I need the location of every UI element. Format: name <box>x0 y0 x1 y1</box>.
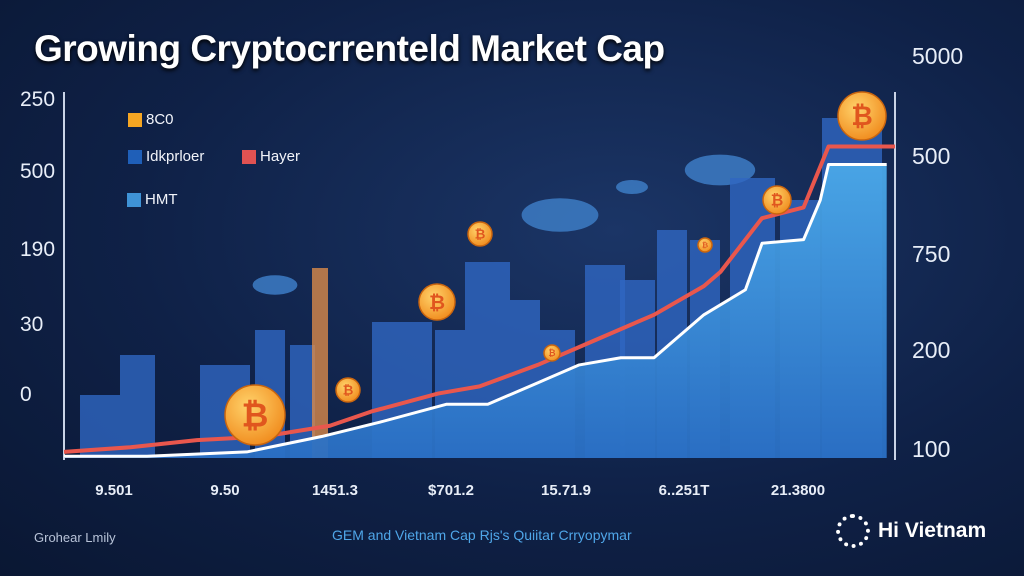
right-y-tick: 5000 <box>912 43 964 69</box>
right-y-tick: 200 <box>912 337 951 363</box>
legend-item: Idkprloer <box>128 148 204 165</box>
bitcoin-coin-icon <box>762 185 792 215</box>
cloud-icon <box>616 180 648 194</box>
brand-logo: Hi Vietnam <box>836 514 986 548</box>
skyline-building <box>312 268 328 458</box>
cloud-icon <box>252 275 298 295</box>
chart-title: Growing Cryptocrrenteld Market Cap <box>34 28 665 69</box>
legend-label: 8C0 <box>146 111 174 128</box>
brand-emblem-icon <box>836 514 870 548</box>
left-y-tick: 0 <box>20 383 32 406</box>
left-y-tick: 30 <box>20 313 44 336</box>
x-tick: 9.50 <box>210 482 240 499</box>
x-tick: 9.501 <box>95 482 133 499</box>
right-y-tick: 750 <box>912 241 951 267</box>
legend-item: HMT <box>127 191 178 208</box>
bitcoin-coin-icon <box>697 237 713 253</box>
x-tick: $701.2 <box>428 482 474 499</box>
left-y-tick: 250 <box>20 88 56 111</box>
bitcoin-symbol: ₿ <box>851 101 873 132</box>
legend-swatch <box>128 149 142 164</box>
left-y-tick: 190 <box>20 238 56 261</box>
legend-label: Idkprloer <box>146 148 205 165</box>
bitcoin-coin-icon <box>335 377 361 403</box>
bitcoin-symbol: ₿ <box>429 291 445 314</box>
legend-swatch <box>127 192 141 207</box>
legend-item: Hayer <box>242 148 300 165</box>
right-y-tick: 500 <box>912 143 951 169</box>
cloud-icon <box>684 154 756 186</box>
bitcoin-coin-icon <box>418 283 456 321</box>
legend-swatch <box>128 112 142 127</box>
bitcoin-coin-icon <box>224 384 286 446</box>
left-y-tick: 500 <box>20 160 56 183</box>
legend-label: HMT <box>145 191 178 208</box>
brand-name: Hi Vietnam <box>878 519 987 542</box>
legend-swatch <box>242 149 256 164</box>
x-tick: 21.3800 <box>770 482 826 499</box>
bitcoin-symbol: ₿ <box>702 241 708 250</box>
bitcoin-coin-icon <box>837 91 887 141</box>
market-cap-area <box>64 164 887 458</box>
white-series-line <box>64 162 887 458</box>
x-tick: 6..251T <box>658 482 710 499</box>
footer-left-text: Grohear Lmily <box>34 530 116 545</box>
bitcoin-symbol: ₿ <box>242 395 269 434</box>
footer-caption: GEM and Vietnam Cap Rjs's Quiitar Crryop… <box>332 527 632 543</box>
bitcoin-coin-icon <box>467 221 493 247</box>
bitcoin-symbol: ₿ <box>475 228 486 243</box>
skyline-building <box>120 355 155 458</box>
bitcoin-symbol: ₿ <box>548 348 555 359</box>
x-tick: 15.71.9 <box>540 482 592 499</box>
bitcoin-symbol: ₿ <box>771 191 784 209</box>
bitcoin-coin-icon <box>543 344 561 362</box>
legend-label: Hayer <box>260 148 301 165</box>
right-y-tick: 100 <box>912 436 951 462</box>
x-tick: 1451.3 <box>312 482 358 499</box>
cloud-icon <box>521 198 599 232</box>
legend-item: 8C0 <box>128 111 174 128</box>
bitcoin-symbol: ₿ <box>343 384 354 399</box>
